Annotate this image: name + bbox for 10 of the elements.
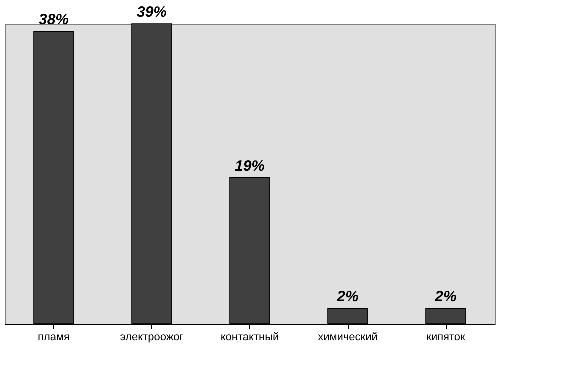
- x-tick-label: пламя: [38, 332, 70, 344]
- data-label: 38%: [38, 12, 70, 29]
- x-tick-label: кипяток: [426, 332, 466, 344]
- data-label: 2%: [336, 288, 359, 306]
- data-label: 2%: [434, 288, 457, 306]
- x-tick-label: контактный: [220, 332, 280, 344]
- x-tick-label: электроожог: [120, 332, 184, 344]
- data-label: 39%: [136, 4, 168, 21]
- x-tick-label: химический: [318, 332, 378, 344]
- data-label: 19%: [234, 158, 266, 175]
